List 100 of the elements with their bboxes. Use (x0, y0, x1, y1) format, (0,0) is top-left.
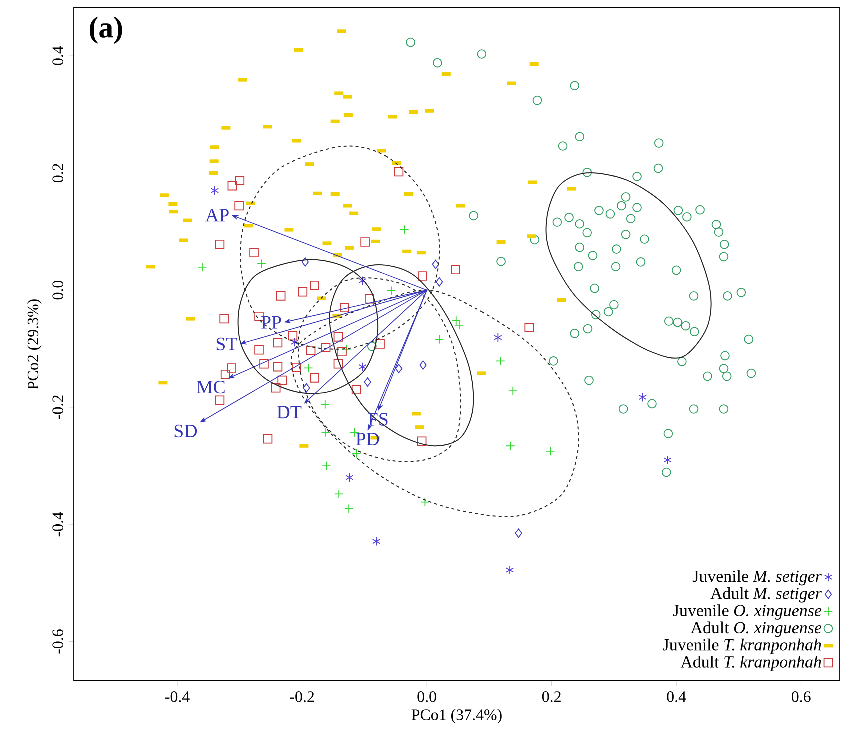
point (340, 303, 350, 313)
annotation: SD (174, 424, 198, 438)
x-tick-label: 0.2 (542, 692, 561, 702)
legend-label: Juvenile T. kranponhah (663, 638, 822, 654)
point (358, 362, 367, 372)
point (546, 446, 556, 456)
point (215, 396, 225, 406)
point (400, 225, 410, 235)
point (290, 338, 299, 348)
point (310, 374, 320, 383)
y-tick-label: 0.0 (52, 280, 64, 300)
point (506, 566, 514, 575)
y-tick-label: -0.2 (52, 396, 64, 420)
point (372, 536, 381, 546)
point (376, 340, 385, 349)
x-tick-label: 0.6 (792, 692, 811, 702)
point (302, 258, 310, 267)
point (298, 287, 308, 297)
annotation: PD (356, 433, 380, 446)
point (420, 360, 427, 370)
point (198, 262, 208, 272)
point (215, 240, 225, 250)
x-tick-label: -0.4 (166, 692, 190, 702)
legend-label: Adult O. xinguense (690, 622, 822, 638)
point (273, 362, 283, 372)
legend-label: Juvenile M. setiger (692, 570, 822, 586)
point (394, 167, 404, 177)
point (320, 400, 330, 410)
x-tick-label: -0.2 (290, 692, 314, 702)
point (418, 272, 428, 281)
point (360, 238, 370, 247)
annotation: AP (206, 209, 229, 222)
point (338, 347, 347, 356)
point (334, 490, 344, 499)
point (321, 428, 331, 438)
point (271, 383, 281, 393)
x-tick-label: 0.0 (418, 692, 436, 702)
y-tick-label: -0.6 (52, 630, 64, 654)
point (276, 292, 286, 301)
point (235, 176, 245, 186)
point (395, 364, 403, 374)
point (494, 333, 502, 342)
point (508, 386, 518, 396)
point (344, 504, 354, 514)
point (227, 364, 236, 373)
point (364, 378, 372, 387)
point (434, 334, 444, 344)
annotation: PP (262, 316, 282, 329)
point (254, 345, 264, 355)
point (306, 346, 316, 356)
point (417, 436, 427, 446)
point (292, 362, 302, 372)
point (234, 201, 244, 211)
point (334, 359, 344, 369)
x-tick-label: 0.4 (667, 692, 686, 702)
point (386, 286, 396, 296)
y-axis-title: PCo2 (29.3%) (27, 300, 42, 390)
chart-title: (a) (90, 16, 122, 44)
point (321, 343, 331, 352)
point (515, 528, 522, 538)
point (358, 276, 367, 286)
point (288, 331, 298, 341)
point (451, 265, 460, 274)
x-axis-title: PCo1 (37.4%) (412, 709, 502, 724)
annotation: MC (196, 380, 225, 394)
point (352, 449, 362, 458)
point (664, 456, 672, 465)
point (420, 498, 430, 507)
point (352, 385, 362, 395)
point (250, 248, 259, 258)
y-tick-label: -0.4 (52, 512, 64, 537)
legend-label: Adult M. setiger (710, 587, 822, 603)
point (638, 392, 647, 402)
point (303, 383, 310, 393)
point (263, 434, 273, 444)
point (310, 280, 320, 290)
point (524, 323, 534, 332)
point (436, 277, 444, 287)
point (496, 356, 506, 366)
point (278, 376, 287, 386)
point (228, 181, 238, 191)
y-tick-label: 0.4 (52, 46, 64, 66)
point (304, 364, 314, 373)
legend-label: Adult T. kranponhah (680, 656, 822, 672)
point (210, 186, 220, 196)
point (322, 461, 332, 471)
point (220, 314, 229, 324)
point (334, 332, 344, 342)
point (220, 370, 230, 380)
legend-label: Juvenile O. xinguense (673, 604, 822, 620)
y-tick-label: 0.2 (52, 164, 64, 183)
annotation: ST (216, 338, 238, 351)
point (257, 259, 266, 269)
point (506, 441, 516, 451)
point (365, 294, 374, 304)
point (273, 338, 283, 348)
point (260, 359, 269, 369)
annotation: DT (277, 406, 302, 419)
point (432, 260, 440, 270)
point (346, 473, 354, 482)
